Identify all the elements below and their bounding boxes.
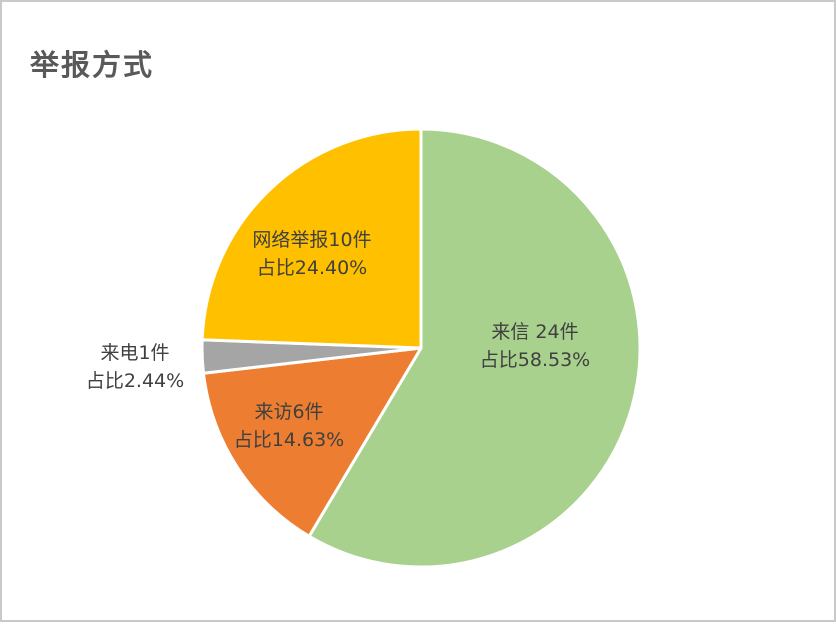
pie-slice-letter bbox=[307, 127, 642, 569]
chart-title: 举报方式 bbox=[30, 48, 155, 82]
pie-slice-web bbox=[200, 127, 423, 350]
pie-slice-visit bbox=[201, 346, 423, 538]
